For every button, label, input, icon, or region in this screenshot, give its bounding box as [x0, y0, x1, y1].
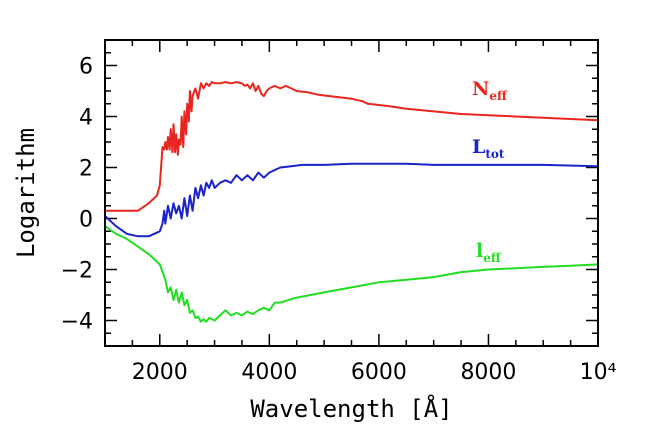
y-tick-label: 2: [79, 157, 93, 182]
x-tick-label: 8000: [460, 360, 516, 385]
y-tick-label: 4: [79, 106, 93, 131]
y-tick-label: 0: [79, 208, 93, 233]
series-labels: Neff Ltot leff: [472, 78, 508, 265]
y-tick-label: 6: [79, 55, 93, 80]
series-line-l-tot: [104, 162, 599, 238]
series-line-n-eff: [105, 81, 599, 212]
plot-frame: [104, 39, 599, 347]
series-lines: [104, 81, 599, 323]
x-tick-label: 10⁴: [580, 360, 617, 385]
x-tick-labels: 2000 4000 6000 8000 10⁴: [132, 360, 617, 385]
x-tick-label: 4000: [241, 360, 297, 385]
y-tick-labels: 6 4 2 0 −2 −4: [61, 55, 93, 335]
y-tick-label: −4: [61, 310, 93, 335]
series-label-l-tot: Ltot: [472, 136, 505, 161]
x-tick-label: 2000: [132, 360, 188, 385]
series-label-l-eff: leff: [476, 240, 502, 265]
x-axis-label: Wavelength [Å]: [250, 394, 452, 423]
y-tick-label: −2: [61, 259, 93, 284]
y-axis-label: Logarithm: [12, 128, 40, 258]
series-label-n-eff: Neff: [472, 78, 508, 103]
x-tick-label: 6000: [351, 360, 407, 385]
series-line-l-eff: [104, 225, 599, 323]
